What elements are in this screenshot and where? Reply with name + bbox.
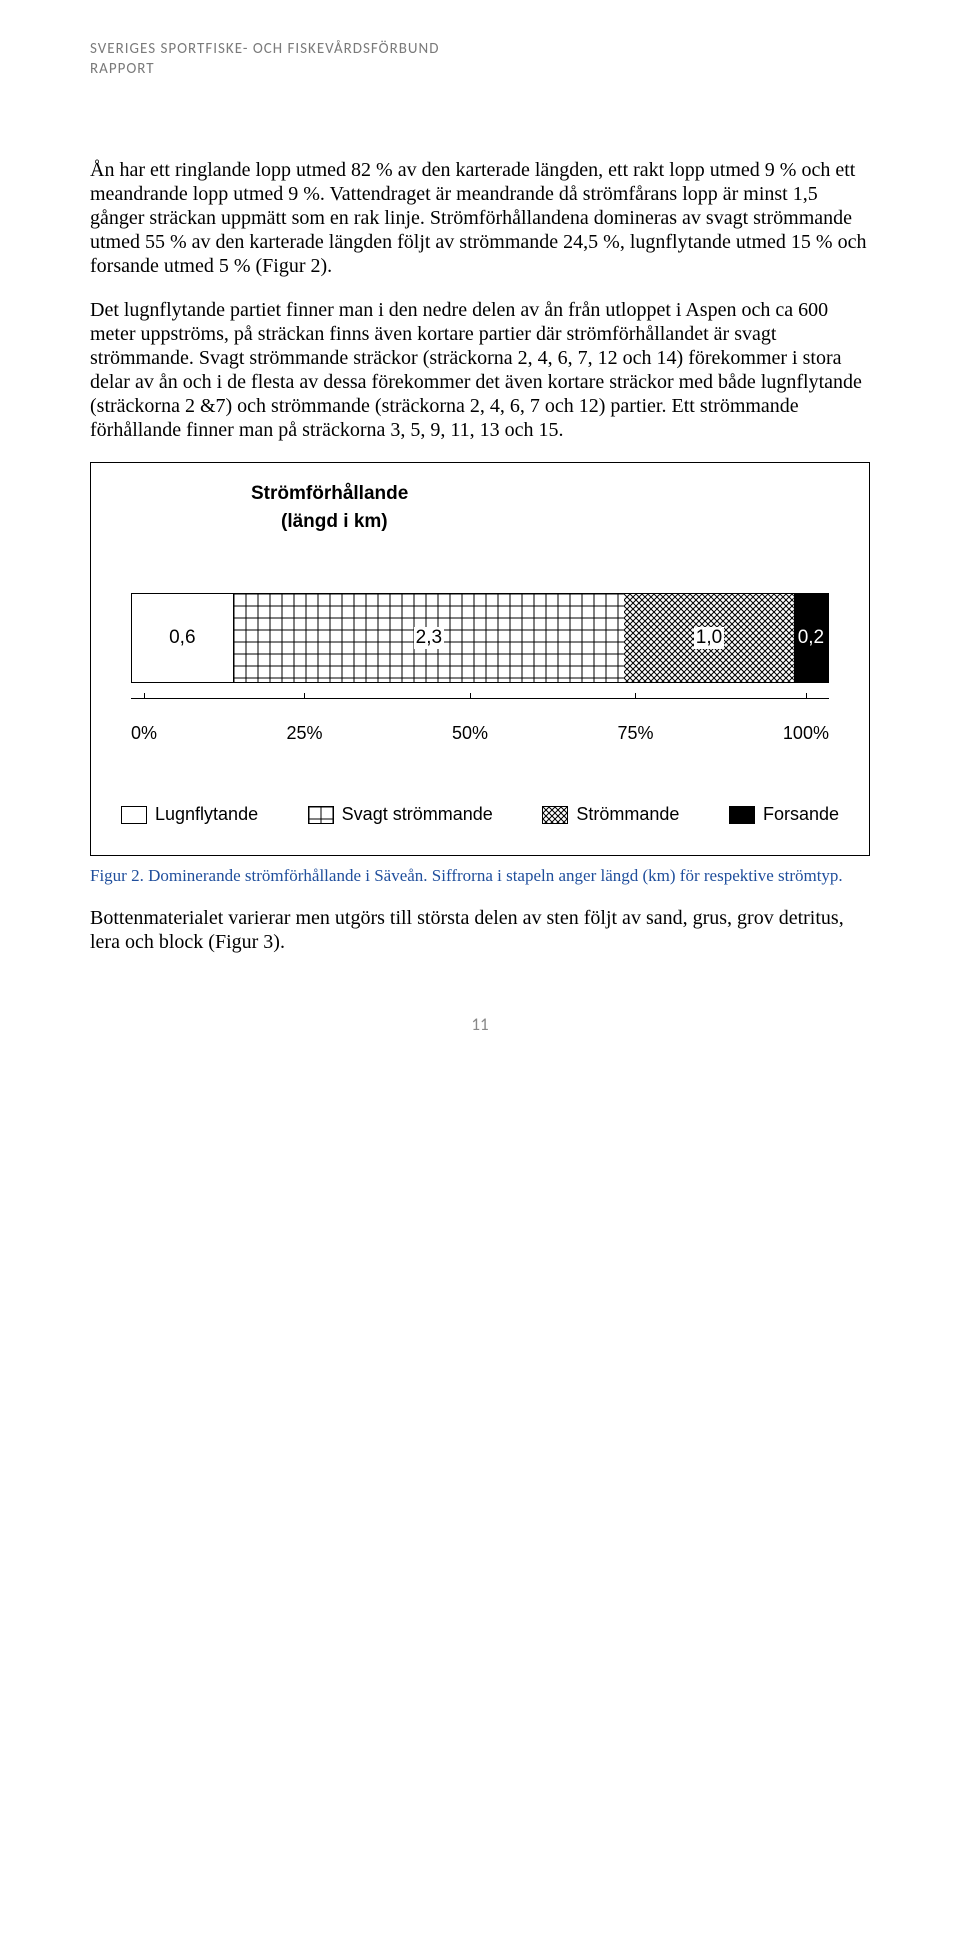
legend-label: Forsande [763,804,839,825]
bar-segment-fors: 0,2 [794,594,828,682]
axis-tick: 25% [286,723,322,744]
legend-swatch [121,806,147,824]
legend-label: Svagt strömmande [342,804,493,825]
axis-tick: 75% [617,723,653,744]
legend-item-svagt: Svagt strömmande [308,804,493,825]
axis-tick: 50% [452,723,488,744]
paragraph-3: Bottenmaterialet varierar men utgörs til… [90,906,870,954]
axis-tick: 0% [131,723,157,744]
bar-segment-svagt: 2,3 [234,594,624,682]
page-number: 11 [90,1014,870,1035]
legend-item-lugn: Lugnflytande [121,804,258,825]
legend-swatch [542,806,568,824]
x-axis: 0% 25% 50% 75% 100% [131,723,829,744]
legend-swatch [729,806,755,824]
legend-label: Strömmande [576,804,679,825]
paragraph-1: Ån har ett ringlande lopp utmed 82 % av … [90,158,870,278]
legend: Lugnflytande Svagt strömmande Strömmande Fo… [111,804,849,825]
legend-item-strom: Strömmande [542,804,679,825]
legend-swatch [308,806,334,824]
header-sub: RAPPORT [90,60,870,78]
legend-item-fors: Forsande [729,804,839,825]
header-org: SVERIGES SPORTFISKE- OCH FISKEVÅRDSFÖRBU… [90,40,870,58]
figure-caption: Figur 2. Dominerande strömförhållande i … [90,866,870,886]
legend-label: Lugnflytande [155,804,258,825]
bar-segment-lugn: 0,6 [132,594,234,682]
chart-subtitle: (längd i km) [281,511,849,533]
chart-container: Strömförhållande (längd i km) 0,62,31,00… [90,462,870,856]
axis-tick: 100% [783,723,829,744]
stacked-bar: 0,62,31,00,2 [131,593,829,683]
chart-title: Strömförhållande [251,483,849,505]
paragraph-2: Det lugnflytande partiet finner man i de… [90,298,870,442]
bar-segment-strom: 1,0 [624,594,794,682]
